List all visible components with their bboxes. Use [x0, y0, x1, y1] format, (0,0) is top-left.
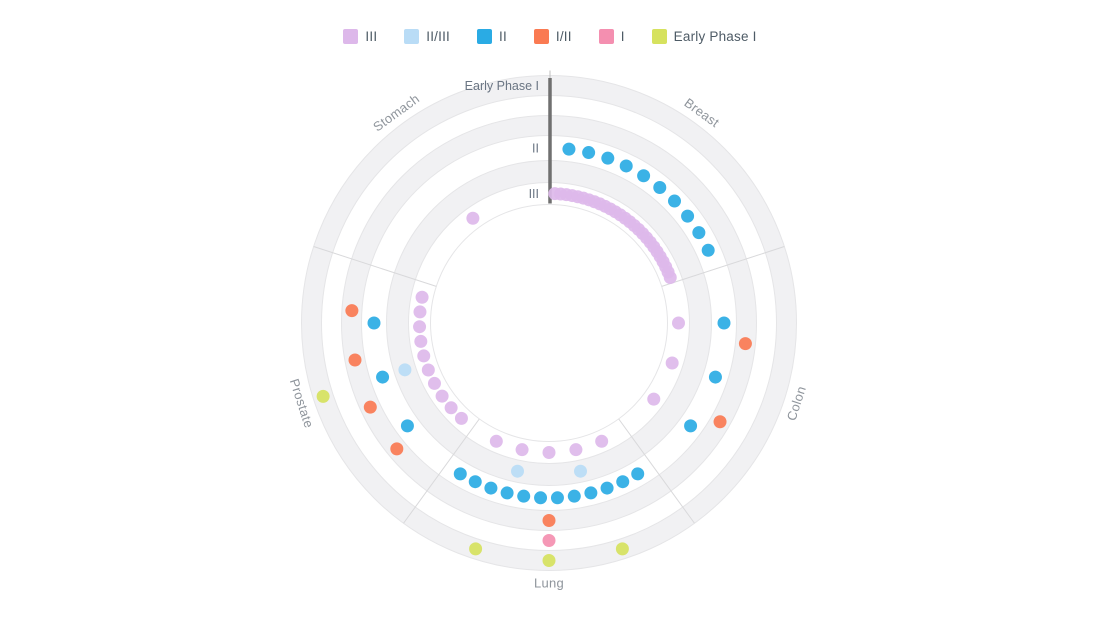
dot-lung-ii[interactable]	[517, 489, 531, 503]
dot-lung-ii[interactable]	[567, 489, 581, 503]
dot-lung-early-phase-i[interactable]	[542, 554, 556, 567]
dot-colon-ii[interactable]	[717, 316, 731, 330]
dot-prostate-iii[interactable]	[415, 290, 429, 304]
legend-label: II	[499, 29, 507, 44]
sector-label-lung: Lung	[534, 576, 564, 591]
dot-lung-ii[interactable]	[550, 491, 564, 505]
dot-colon-i-ii[interactable]	[713, 415, 727, 429]
legend-label: I/II	[555, 29, 572, 44]
dot-breast-ii[interactable]	[667, 194, 681, 208]
dot-lung-iii[interactable]	[595, 434, 609, 448]
dot-lung-ii[interactable]	[484, 481, 498, 495]
sector-divider-lung	[618, 418, 695, 524]
dot-lung-i[interactable]	[542, 534, 556, 547]
ring-band-ii-iii	[386, 160, 712, 486]
legend-swatch-iii	[343, 29, 359, 44]
dot-lung-i-ii[interactable]	[542, 514, 556, 527]
legend-swatch-ii	[477, 29, 492, 44]
dot-breast-ii[interactable]	[619, 159, 633, 173]
dot-prostate-ii-iii[interactable]	[398, 363, 412, 377]
dot-breast-ii[interactable]	[582, 146, 596, 160]
dot-prostate-iii[interactable]	[444, 401, 458, 415]
legend-item-ii[interactable]: II	[477, 29, 507, 44]
dot-lung-iii[interactable]	[489, 434, 503, 448]
phase-axis-label-ii: II	[532, 142, 539, 156]
legend-item-ii-iii[interactable]: II/III	[404, 29, 450, 44]
dot-lung-ii[interactable]	[584, 486, 598, 500]
legend-swatch-i	[598, 29, 614, 44]
dot-lung-ii[interactable]	[453, 467, 467, 481]
dot-breast-ii[interactable]	[653, 181, 667, 195]
legend-item-early-phase-i[interactable]: Early Phase I	[651, 29, 757, 44]
dot-prostate-ii[interactable]	[376, 370, 390, 384]
dot-colon-iii[interactable]	[647, 392, 661, 406]
dot-lung-iii[interactable]	[515, 443, 529, 457]
phase-axis-label-iii: III	[529, 187, 539, 201]
dot-prostate-iii[interactable]	[421, 363, 435, 377]
dot-breast-ii[interactable]	[701, 243, 715, 257]
dot-lung-iii[interactable]	[569, 443, 583, 457]
dot-prostate-ii[interactable]	[367, 316, 381, 330]
dot-colon-ii[interactable]	[708, 370, 722, 384]
dot-breast-ii[interactable]	[562, 142, 576, 156]
dot-prostate-i-ii[interactable]	[345, 304, 359, 318]
legend-label: II/III	[426, 29, 450, 44]
legend-swatch-ii-iii	[404, 29, 420, 44]
dot-prostate-iii[interactable]	[414, 334, 428, 348]
legend-item-i-ii[interactable]: I/II	[533, 29, 572, 44]
dot-breast-ii[interactable]	[692, 226, 706, 240]
dot-breast-iii[interactable]	[663, 270, 677, 284]
legend-swatch-i-ii	[533, 29, 549, 44]
dot-prostate-ii[interactable]	[400, 419, 414, 433]
dot-prostate-iii[interactable]	[413, 320, 427, 334]
ring-boundary	[408, 182, 690, 464]
legend-label: I	[620, 29, 625, 44]
legend-swatch-early-phase-i	[651, 29, 667, 44]
legend-item-iii[interactable]: III	[343, 29, 377, 44]
dot-colon-ii[interactable]	[684, 419, 698, 433]
phase-axis-label-early-phase-i: Early Phase I	[465, 79, 539, 93]
dot-breast-ii[interactable]	[601, 151, 615, 165]
legend-label: Early Phase I	[673, 29, 757, 44]
dot-prostate-iii[interactable]	[435, 389, 449, 403]
dot-prostate-i-ii[interactable]	[363, 400, 377, 414]
dot-prostate-iii[interactable]	[454, 411, 468, 425]
ring-boundary	[301, 75, 797, 571]
dot-prostate-iii[interactable]	[413, 305, 427, 319]
dot-lung-ii[interactable]	[631, 467, 645, 481]
sector-divider-colon	[661, 246, 785, 287]
ring-boundary	[430, 204, 668, 442]
legend: III II/III II I/II I Early Phase I	[0, 29, 1100, 44]
legend-label: III	[365, 29, 378, 44]
dot-colon-iii[interactable]	[672, 316, 685, 330]
dot-colon-i-ii[interactable]	[738, 337, 752, 351]
dot-lung-early-phase-i[interactable]	[469, 542, 483, 556]
dot-breast-ii[interactable]	[637, 169, 651, 183]
dot-lung-early-phase-i[interactable]	[615, 542, 629, 556]
dot-lung-ii[interactable]	[600, 481, 614, 495]
dot-lung-iii[interactable]	[542, 446, 556, 459]
dot-stomach-iii[interactable]	[466, 211, 480, 225]
dot-lung-ii[interactable]	[534, 491, 548, 505]
dot-prostate-i-ii[interactable]	[348, 353, 362, 367]
dot-prostate-i-ii[interactable]	[390, 442, 404, 456]
dot-prostate-iii[interactable]	[427, 376, 441, 390]
dot-lung-ii[interactable]	[616, 475, 630, 489]
dot-lung-ii-iii[interactable]	[511, 464, 525, 478]
dot-lung-ii[interactable]	[468, 475, 482, 489]
sector-divider-prostate	[403, 418, 480, 524]
dot-prostate-iii[interactable]	[417, 349, 431, 363]
dot-breast-ii[interactable]	[681, 209, 695, 223]
sector-divider-stomach	[313, 246, 437, 287]
dot-colon-iii[interactable]	[665, 356, 679, 370]
dot-lung-ii[interactable]	[500, 486, 514, 500]
dot-prostate-early-phase-i[interactable]	[316, 389, 330, 403]
legend-item-i[interactable]: I	[598, 29, 625, 44]
dot-lung-ii-iii[interactable]	[573, 464, 587, 478]
